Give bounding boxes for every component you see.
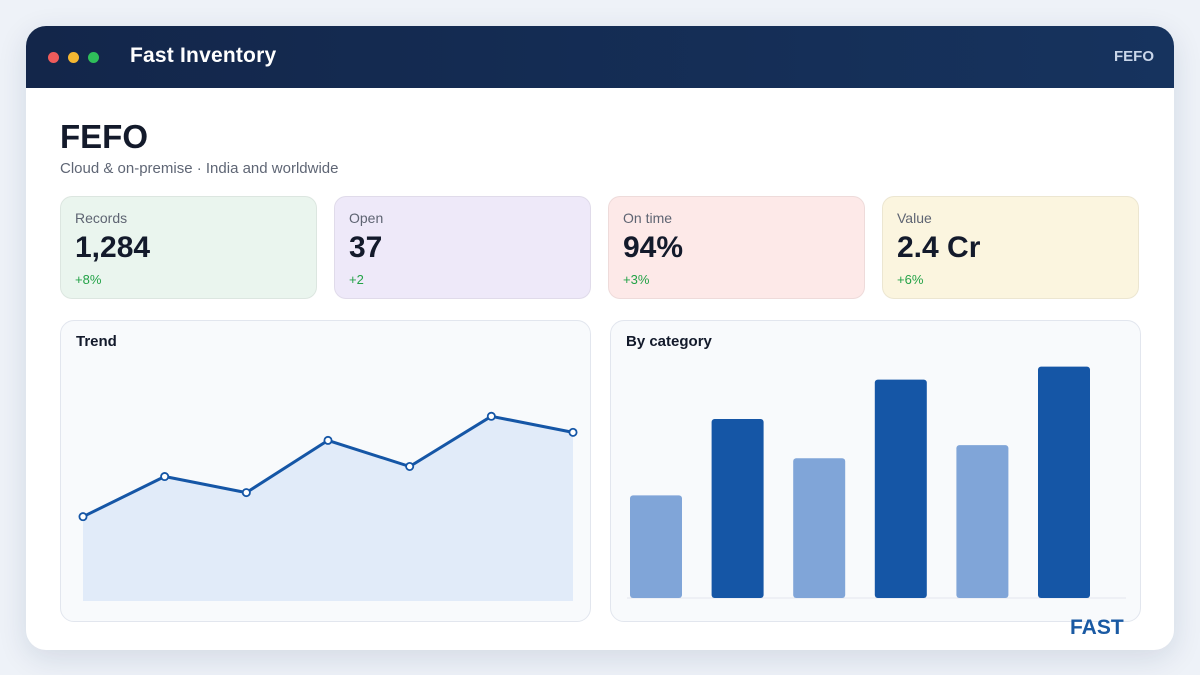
header-badge: FEFO [1114,48,1154,65]
kpi-card-records[interactable]: Records 1,284 +8% [60,196,317,299]
minimize-window-button[interactable] [68,52,79,63]
page-title: FEFO [60,118,148,155]
app-title: Fast Inventory [130,44,277,67]
trend-point [160,472,170,482]
trend-area [83,416,573,601]
trend-point [568,427,578,437]
maximize-window-button[interactable] [88,52,99,63]
kpi-card-open[interactable]: Open 37 +2 [334,196,591,299]
app-window: Fast Inventory FEFO FEFO Cloud & on-prem… [26,26,1174,650]
brand-logo: FAST [1070,616,1124,639]
category-bar [874,379,927,598]
kpi-delta: +2 [349,272,364,287]
category-bar [956,445,1009,598]
category-panel: By category [610,320,1141,622]
trend-point [405,461,415,471]
kpi-delta: +6% [897,272,924,287]
kpi-label: Value [897,210,932,226]
category-bar [630,495,682,598]
trend-chart [78,411,578,601]
kpi-value: 2.4 Cr [897,231,981,264]
kpi-card-on-time[interactable]: On time 94% +3% [608,196,865,299]
kpi-delta: +3% [623,272,650,287]
close-window-button[interactable] [48,52,59,63]
kpi-label: On time [623,210,673,226]
trend-point [241,488,251,498]
category-bar [711,418,764,598]
trend-panel-title: Trend [76,333,117,350]
page-subtitle: Cloud & on-premise · India and worldwide [60,160,339,177]
trend-point [486,411,496,421]
kpi-card-value[interactable]: Value 2.4 Cr +6% [882,196,1139,299]
trend-panel: Trend [60,320,591,622]
trend-point [78,512,88,522]
kpi-value: 94% [623,231,684,264]
kpi-value: 1,284 [75,231,151,264]
kpi-label: Records [75,210,128,226]
kpi-delta: +8% [75,272,102,287]
category-chart [627,366,1126,599]
kpi-value: 37 [349,231,383,264]
kpi-label: Open [349,210,384,226]
title-bar: Fast Inventory FEFO [26,26,1174,88]
category-bar [1038,366,1090,598]
trend-point [323,435,333,445]
category-bar [793,458,846,598]
category-panel-title: By category [626,333,712,350]
